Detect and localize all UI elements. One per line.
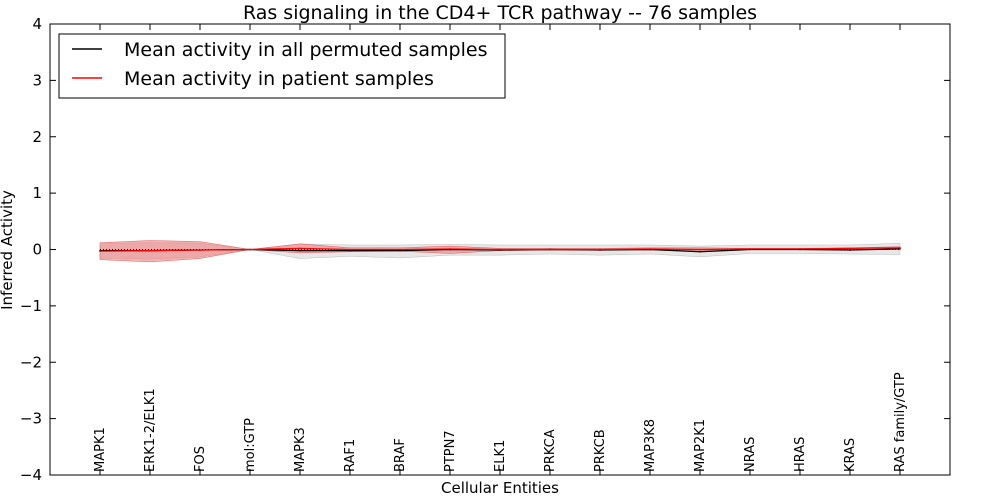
permuted-point-braf (399, 249, 401, 252)
patient-point-raf1 (349, 248, 351, 251)
patient-point-map2k1 (699, 248, 701, 251)
x-category-label-prkca: PRKCA (543, 429, 558, 472)
patient-point-map3k8 (649, 248, 651, 250)
legend-box (58, 33, 506, 99)
patient-point-mapk3 (299, 247, 301, 250)
x-category-label-prkcb: PRKCB (593, 429, 608, 472)
legend-label-permuted: Mean activity in all permuted samples (124, 39, 487, 61)
permuted-point-ras-family-gtp (899, 248, 901, 250)
y-axis-label: Inferred Activity (0, 190, 16, 310)
x-category-label-ras-family-gtp: RAS family/GTP (893, 372, 908, 472)
patient-point-elk1 (499, 248, 501, 251)
patient-point-mapk1 (99, 250, 101, 252)
patient-point-hras (799, 248, 801, 250)
patient-point-braf (399, 248, 401, 251)
x-axis-label: Cellular Entities (441, 479, 559, 497)
x-category-label-mol-gtp: mol:GTP (243, 418, 258, 472)
patient-point-prkca (549, 248, 551, 251)
x-category-label-braf: BRAF (393, 438, 408, 472)
y-tick-label: 2 (32, 128, 42, 146)
legend-label-patient: Mean activity in patient samples (124, 68, 434, 90)
x-category-label-nras: NRAS (743, 437, 758, 472)
patient-point-kras (849, 247, 851, 250)
patient-point-nras (749, 248, 751, 250)
y-tick-label: −1 (20, 297, 42, 315)
x-category-label-mapk1: MAPK1 (93, 427, 108, 472)
patient-point-prkcb (599, 248, 601, 251)
x-category-label-map3k8: MAP3K8 (643, 419, 658, 472)
y-tick-label: 0 (32, 241, 42, 259)
permuted-point-raf1 (349, 249, 351, 252)
permuted-point-map2k1 (699, 250, 701, 253)
patient-point-ptpn7 (449, 248, 451, 250)
patient-point-erk1-2-elk1 (149, 249, 151, 252)
patient-point-fos (199, 249, 201, 251)
y-tick-label: 1 (32, 184, 42, 202)
permuted-point-kras (849, 249, 851, 251)
x-category-label-fos: FOS (193, 446, 208, 472)
y-tick-label: −2 (20, 353, 42, 371)
permuted-point-mapk3 (299, 249, 301, 252)
y-tick-label: 3 (32, 71, 42, 89)
x-category-label-kras: KRAS (843, 438, 858, 472)
x-category-label-map2k1: MAP2K1 (693, 419, 708, 472)
x-category-label-hras: HRAS (793, 437, 808, 472)
x-category-label-erk1-2-elk1: ERK1-2/ELK1 (143, 388, 158, 472)
y-tick-label: 4 (32, 15, 42, 33)
x-category-label-ptpn7: PTPN7 (443, 430, 458, 472)
patient-point-mol-gtp (249, 248, 251, 251)
x-category-label-elk1: ELK1 (493, 440, 508, 472)
x-category-label-mapk3: MAPK3 (293, 427, 308, 472)
y-tick-label: −3 (20, 410, 42, 428)
chart-title: Ras signaling in the CD4+ TCR pathway --… (243, 2, 757, 24)
y-tick-label: −4 (20, 466, 42, 484)
patient-point-ras-family-gtp (899, 247, 901, 249)
legend: Mean activity in all permuted samples Me… (58, 33, 506, 99)
x-category-label-raf1: RAF1 (343, 439, 358, 472)
